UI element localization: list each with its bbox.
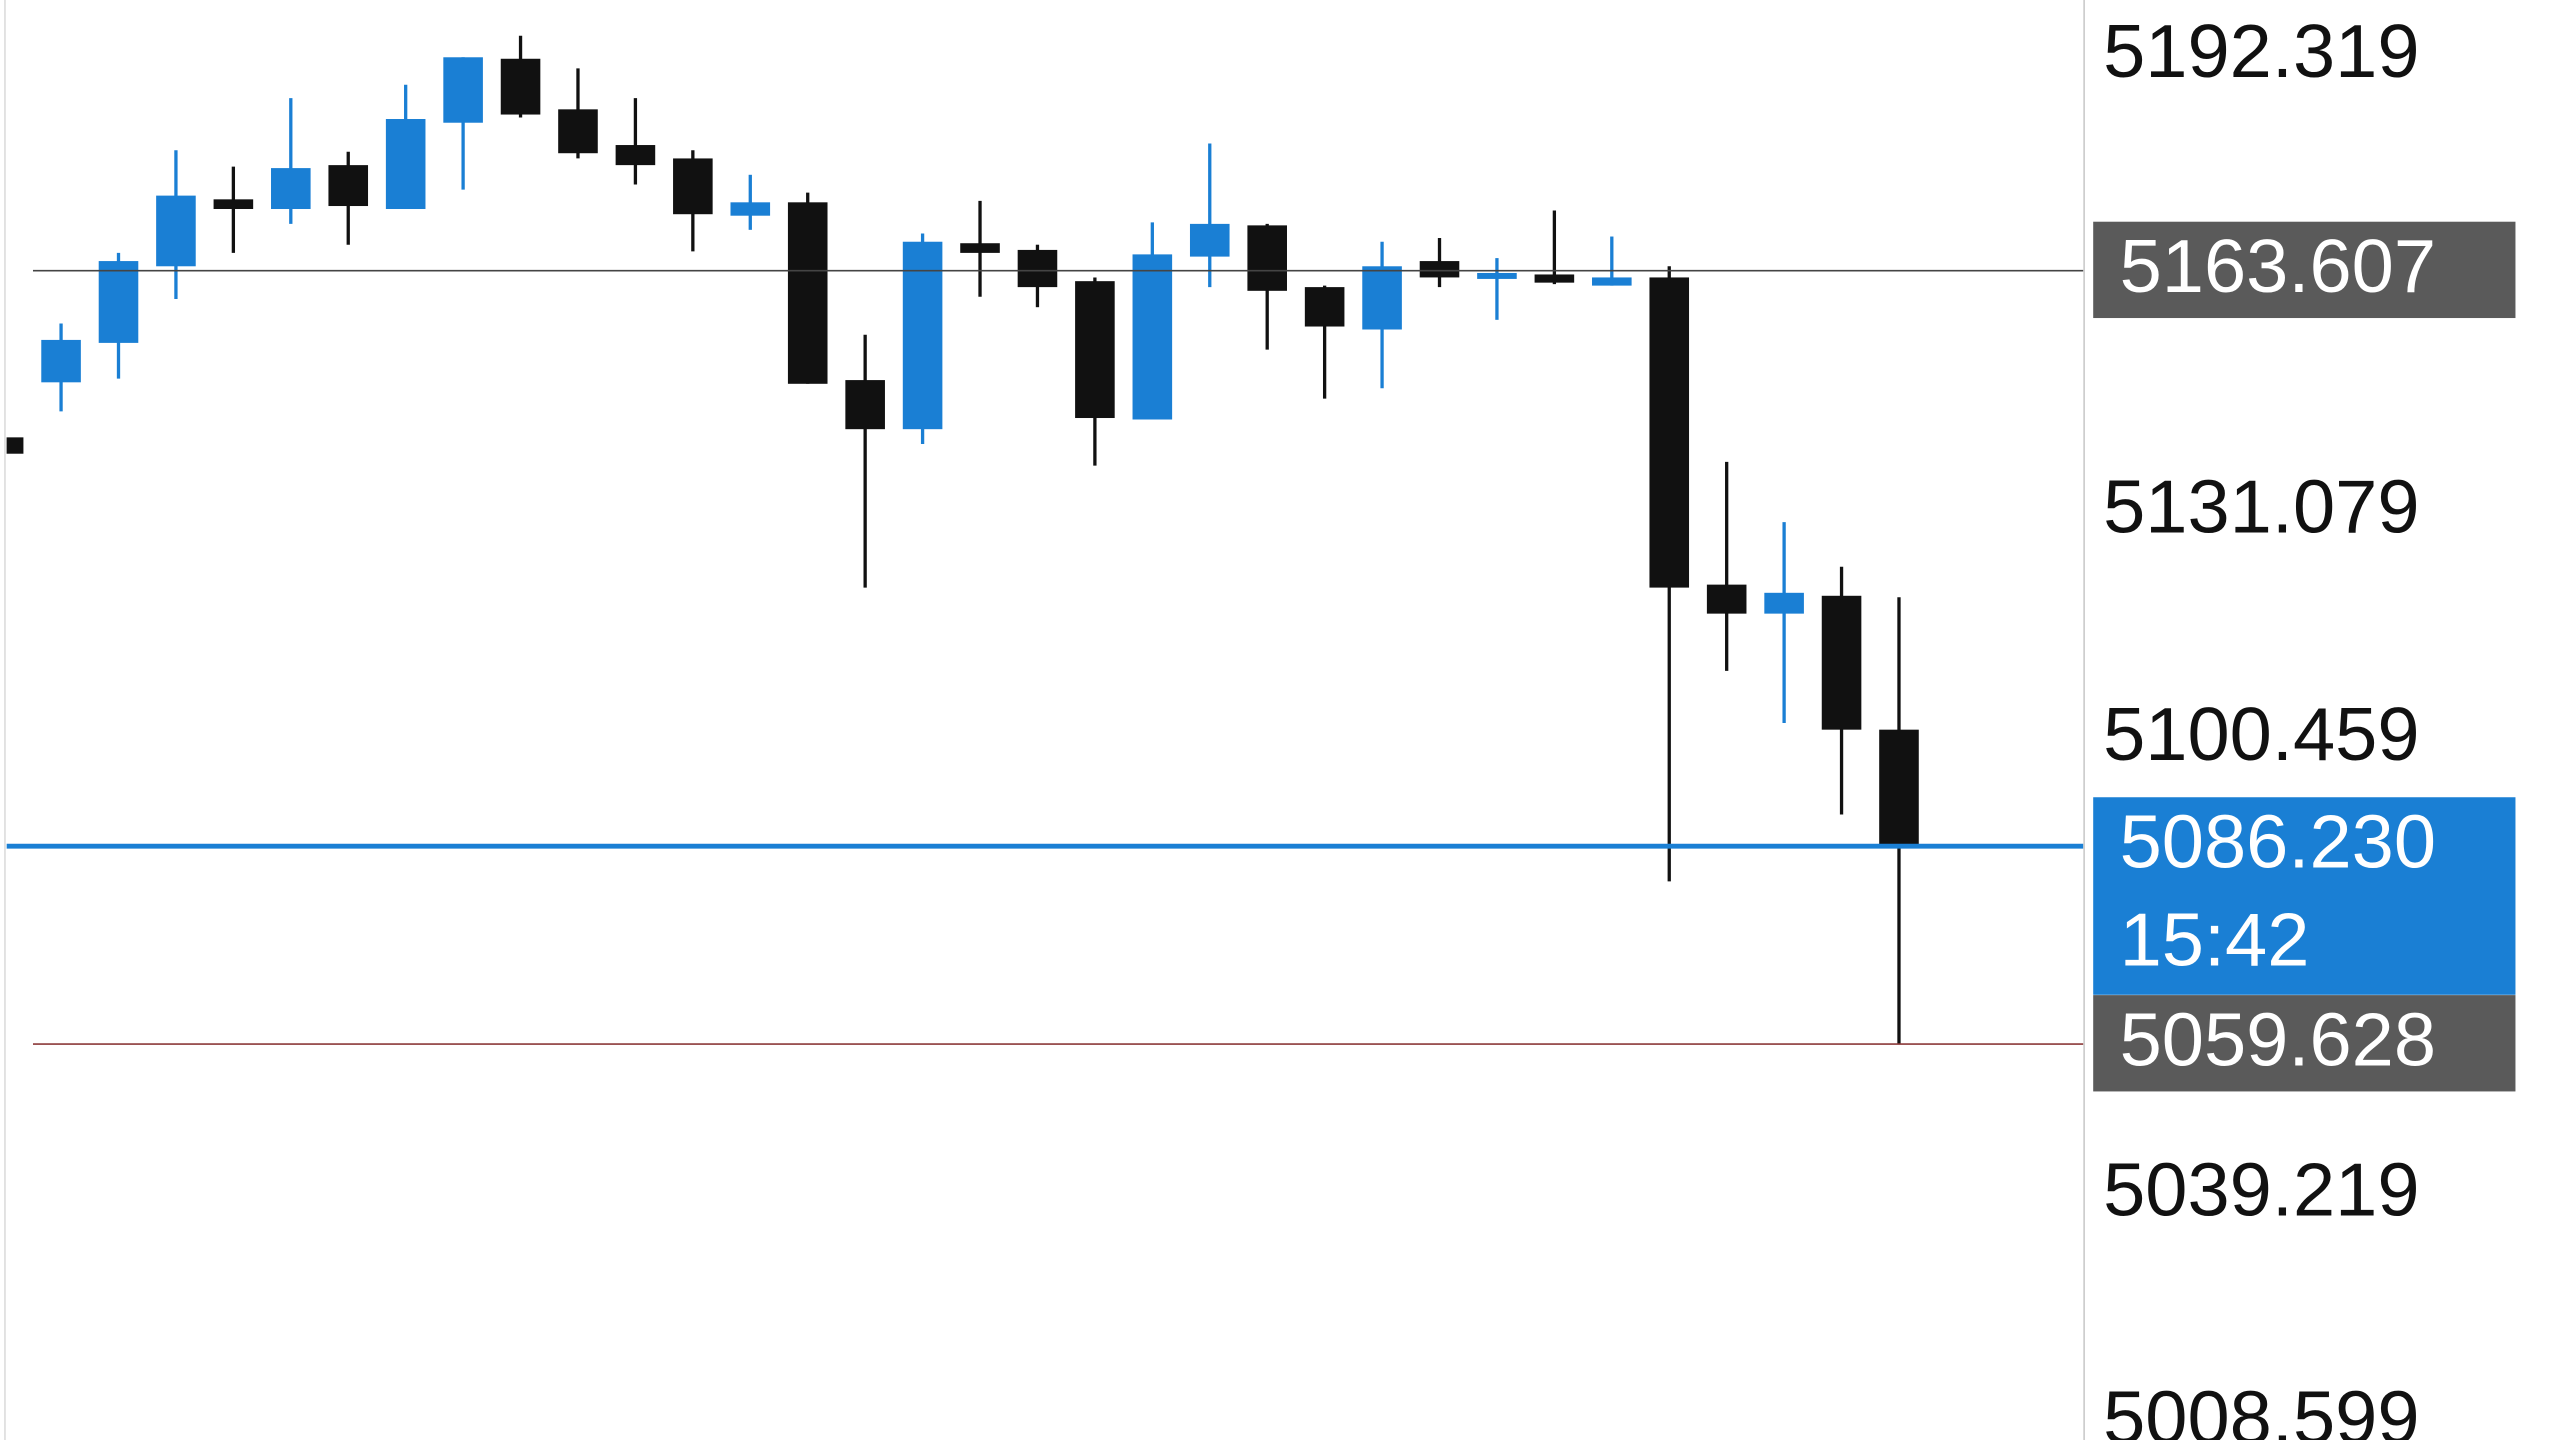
candle-body	[1419, 261, 1460, 278]
price-label-box	[2093, 221, 2516, 319]
candle-body	[1764, 592, 1804, 614]
candle-body	[902, 241, 943, 430]
candle-body	[1649, 277, 1690, 588]
candle-body	[1247, 225, 1287, 291]
candle-body	[1821, 595, 1862, 730]
candle-body	[98, 261, 139, 343]
candle-body	[328, 165, 369, 207]
candle-body	[385, 119, 426, 210]
candle-body	[615, 145, 656, 166]
candle-body	[41, 339, 81, 383]
candle-body	[213, 199, 254, 210]
candle-body	[1534, 274, 1575, 283]
plot-area	[6, 35, 2084, 1045]
price-label: 5059.628	[2120, 998, 2436, 1082]
candle-body	[1017, 249, 1058, 288]
price-label: 5086.230	[2120, 800, 2436, 884]
price-label-box	[2093, 797, 2516, 995]
price-label-box	[2093, 995, 2516, 1092]
candle-body	[1075, 281, 1115, 419]
candle-body	[156, 195, 196, 267]
candle-body	[1132, 254, 1173, 420]
candle-body	[845, 380, 885, 430]
candle-body	[960, 243, 1000, 253]
candle-body	[558, 109, 598, 154]
candle-body	[1592, 277, 1632, 286]
candle-body	[730, 202, 771, 216]
candle-body	[6, 437, 24, 454]
candle-body	[1189, 223, 1230, 257]
price-label: 5163.607	[2120, 225, 2436, 309]
candle-body	[1304, 287, 1345, 327]
countdown-timer: 15:42	[2120, 898, 2310, 982]
price-axis: 5192.319 5131.079 5100.459 5039.219 5008.599…	[2093, 9, 2516, 1440]
candle-body	[673, 158, 713, 215]
candle-body	[1477, 272, 1517, 279]
candle-body	[271, 168, 311, 210]
candle-body	[787, 202, 828, 384]
y-tick-label: 5008.599	[2103, 1376, 2419, 1440]
candle-body	[443, 57, 483, 123]
candle-body	[1879, 729, 1919, 847]
candle-body	[1362, 266, 1402, 330]
y-tick-label: 5131.079	[2103, 465, 2419, 549]
y-tick-label: 5039.219	[2103, 1148, 2419, 1232]
y-tick-label: 5192.319	[2103, 9, 2419, 93]
candle-body	[500, 58, 541, 115]
candle-body	[1706, 584, 1747, 614]
y-tick-label: 5100.459	[2103, 693, 2419, 777]
